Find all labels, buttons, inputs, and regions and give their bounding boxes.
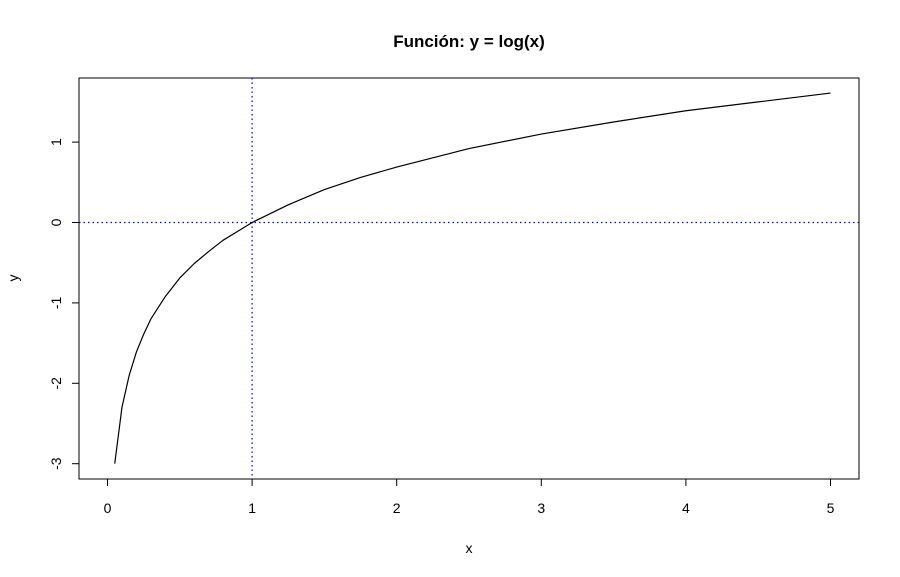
y-axis: -3 -2 -1 0 1	[48, 138, 80, 470]
x-tick-label: 4	[682, 500, 690, 516]
y-tick-label: -3	[48, 457, 64, 470]
series-line	[114, 92, 831, 464]
x-tick-label: 5	[827, 500, 835, 516]
plot-frame	[78, 77, 860, 480]
chart-title: Función: y = log(x)	[393, 32, 545, 51]
y-axis-label: y	[5, 275, 21, 282]
series-layer	[114, 92, 831, 464]
x-tick-label: 0	[104, 500, 112, 516]
y-tick-label: 1	[48, 138, 64, 146]
y-tick-label: -1	[48, 296, 64, 309]
y-tick-label: -2	[48, 377, 64, 390]
y-tick-label: 0	[48, 218, 64, 226]
x-axis-label: x	[466, 540, 473, 556]
x-tick-label: 1	[248, 500, 256, 516]
reference-lines	[79, 78, 859, 479]
x-axis: 0 1 2 3 4 5	[104, 478, 835, 516]
x-tick-label: 2	[393, 500, 401, 516]
x-tick-label: 3	[537, 500, 545, 516]
